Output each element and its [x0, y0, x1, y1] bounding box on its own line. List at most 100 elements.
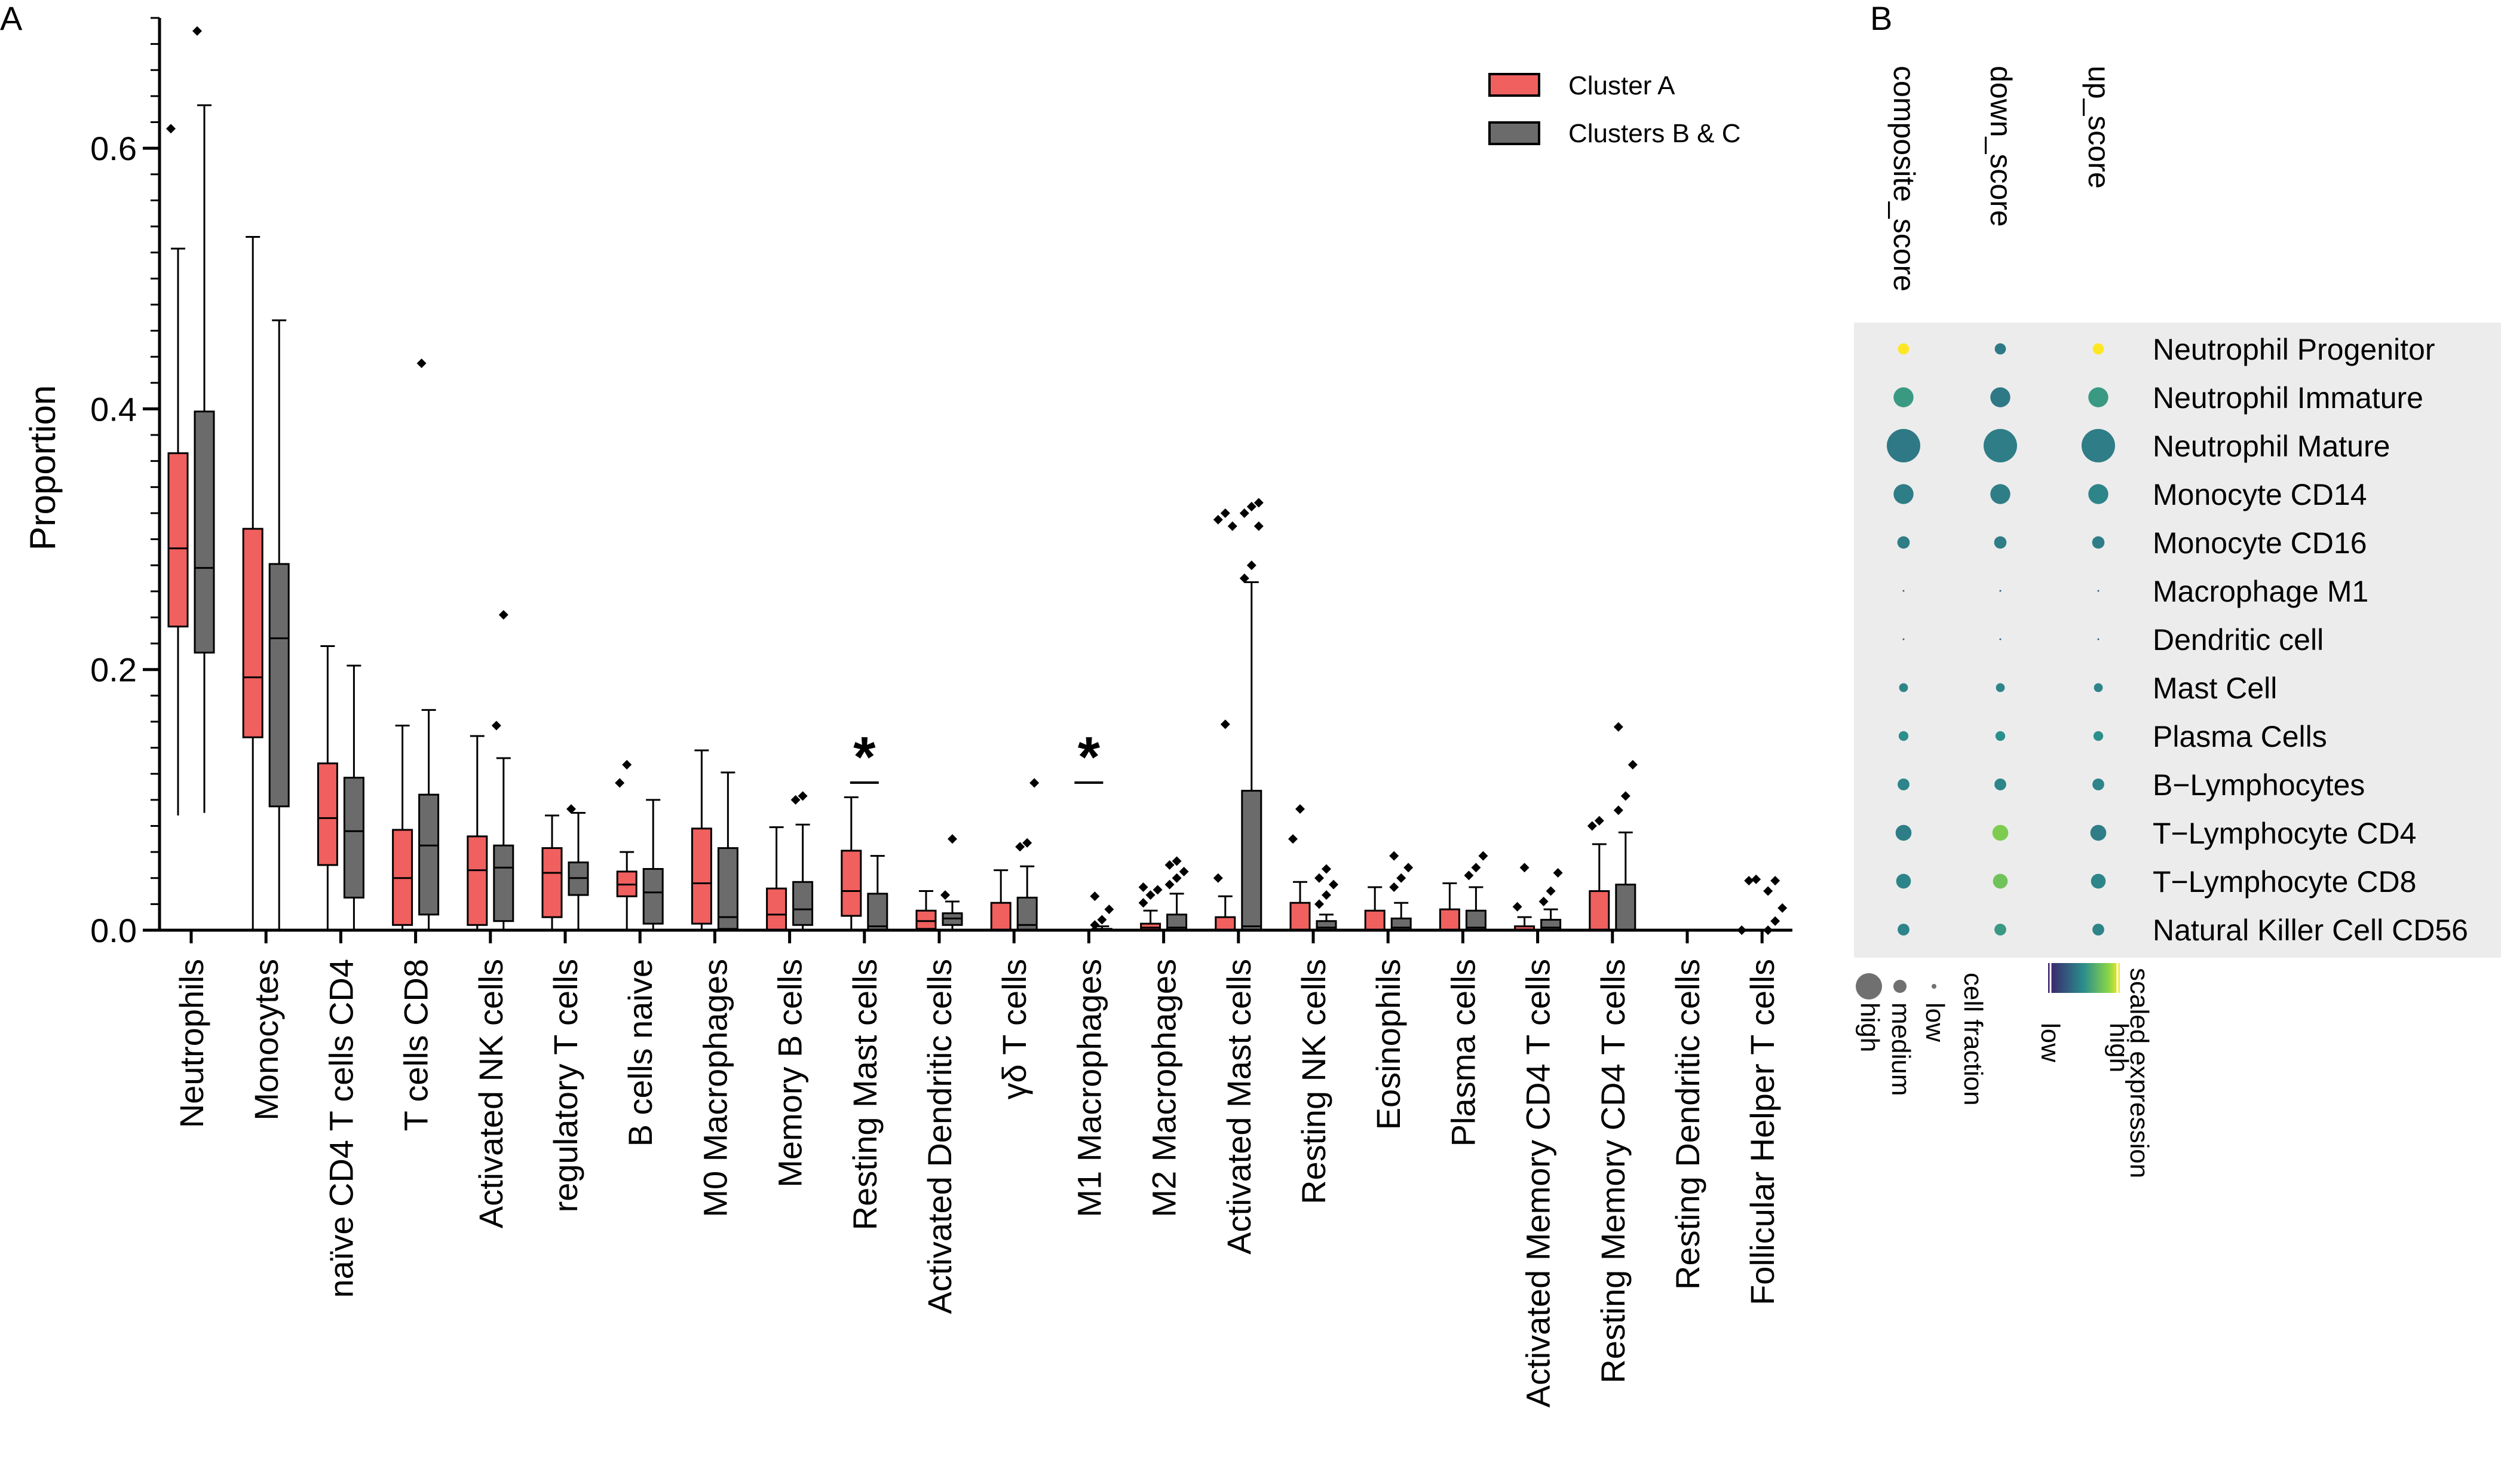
dot-t-lymphocyte-cd8-up-score	[2091, 873, 2106, 889]
row-label-natural-killer-cell-cd56: Natural Killer Cell CD56	[2153, 913, 2468, 947]
x-axis: Neutrophils Monocytes naïve CD4 T cells CD…	[160, 928, 1792, 1408]
box-monocytes-cluster-a	[242, 528, 263, 738]
outlier-activated-dendritic-cells-clusters-b-c	[948, 834, 957, 844]
outlier-activated-memory-cd4-t-cells-cluster-a	[1519, 863, 1530, 873]
x-tick-label-activated-dendritic-cells: Activated Dendritic cells	[921, 959, 958, 1314]
y-axis-label: Proportion	[23, 385, 63, 551]
legend-swatch-clusters-bc	[1488, 121, 1540, 145]
dot-monocyte-cd14-composite-score	[1893, 484, 1914, 504]
outlier-resting-nk-cells-clusters-b-c	[1314, 873, 1324, 883]
outlier-plasma-cells-clusters-b-c	[1471, 863, 1481, 873]
outlier-m1-macrophages-clusters-b-c	[1090, 920, 1100, 930]
outlier-activated-mast-cells-cluster-a	[1220, 719, 1230, 729]
color-legend-bar	[2048, 963, 2120, 993]
box-resting-mast-cells-clusters-b-c	[867, 893, 888, 931]
x-tick-label-t-cells: γδ T cells	[995, 959, 1033, 1100]
dot-monocyte-cd14-down-score	[1990, 484, 2010, 504]
outlier-neutrophils-clusters-b-c	[192, 26, 202, 36]
box-neutrophils-cluster-a	[167, 452, 189, 628]
outlier-neutrophils-cluster-a	[166, 124, 176, 134]
x-tick-label-m2-macrophages: M2 Macrophages	[1145, 959, 1183, 1218]
outlier-m2-macrophages-clusters-b-c	[1179, 866, 1189, 876]
outlier-activated-mast-cells-clusters-b-c	[1246, 560, 1256, 571]
box-eosinophils-cluster-a	[1364, 909, 1386, 931]
box-activated-mast-cells-cluster-a	[1215, 916, 1236, 931]
row-label-monocyte-cd16: Monocyte CD16	[2153, 526, 2367, 560]
row-label-dendritic-cell: Dendritic cell	[2153, 623, 2324, 657]
outlier-m2-macrophages-clusters-b-c	[1172, 856, 1182, 866]
outlier-resting-nk-cells-clusters-b-c	[1329, 879, 1338, 890]
row-label-macrophage-m1: Macrophage M1	[2153, 575, 2368, 608]
dot-natural-killer-cell-cd56-composite-score	[1898, 924, 1910, 936]
outlier-resting-nk-cells-cluster-a	[1295, 804, 1305, 814]
dot-b-lymphocytes-composite-score	[1898, 778, 1910, 790]
row-label-neutrophil-immature: Neutrophil Immature	[2153, 381, 2423, 415]
box-resting-mast-cells-cluster-a	[841, 850, 862, 917]
dot-neutrophil-mature-down-score	[1984, 429, 2017, 462]
x-tick-label-resting-memory-cd4-t-cells: Resting Memory CD4 T cells	[1594, 959, 1632, 1384]
dot-macrophage-m1-down-score	[1999, 590, 2002, 592]
outlier-activated-mast-cells-clusters-b-c	[1253, 498, 1264, 508]
outlier-follicular-helper-t-cells-cluster-a	[1744, 876, 1754, 886]
size-legend-low-label: low	[1920, 1002, 1950, 1042]
outlier-resting-nk-cells-clusters-b-c	[1322, 890, 1331, 900]
x-tick-label-m1-macrophages: M1 Macrophages	[1070, 959, 1108, 1218]
dot-monocyte-cd16-up-score	[2092, 536, 2105, 549]
outlier-eosinophils-clusters-b-c	[1389, 882, 1399, 893]
outlier-activated-mast-cells-cluster-a	[1227, 521, 1237, 531]
outlier-m2-macrophages-clusters-b-c	[1172, 873, 1182, 883]
outlier-resting-memory-cd4-t-cells-cluster-a	[1594, 815, 1604, 826]
color-legend-title: scaled expression	[2125, 968, 2154, 1178]
y-tick-label: 0.6	[90, 130, 137, 167]
row-label-neutrophil-progenitor: Neutrophil Progenitor	[2153, 333, 2435, 366]
size-legend-high-label: high	[1855, 1002, 1884, 1052]
outlier-m2-macrophages-cluster-a	[1145, 890, 1156, 900]
box-activated-dendritic-cells-cluster-a	[915, 909, 937, 930]
outlier-follicular-helper-t-cells-clusters-b-c	[1770, 876, 1780, 886]
y-tick-label: 0.2	[90, 651, 137, 689]
legend-swatch-cluster-a	[1488, 73, 1540, 97]
row-label-plasma-cells: Plasma Cells	[2153, 720, 2327, 753]
box-na-ve-cd4-t-cells-cd4-cluster-a	[317, 762, 338, 866]
outlier-activated-mast-cells-cluster-a	[1213, 514, 1223, 525]
row-label-monocyte-cd14: Monocyte CD14	[2153, 478, 2367, 511]
outlier-activated-memory-cd4-t-cells-clusters-b-c	[1538, 897, 1549, 907]
dot-t-lymphocyte-cd4-up-score	[2090, 824, 2107, 841]
column-label-down-score: down_score	[1984, 66, 2018, 227]
x-tick-label-resting-mast-cells: Resting Mast cells	[846, 959, 884, 1230]
x-tick-label-activated-nk-cells: Activated NK cells	[472, 959, 510, 1228]
dot-t-lymphocyte-cd8-composite-score	[1896, 873, 1911, 889]
dot-dendritic-cell-composite-score	[1902, 638, 1905, 640]
x-tick-label-regulatory-t-cells: regulatory T cells	[547, 959, 584, 1212]
row-label-t-lymphocyte-cd4: T−Lymphocyte CD4	[2153, 817, 2416, 850]
column-label-composite-score: composite_score	[1887, 66, 1921, 292]
outlier-b-cells-naive-cluster-a	[622, 759, 632, 769]
dot-neutrophil-progenitor-up-score	[2092, 343, 2104, 355]
dot-natural-killer-cell-cd56-down-score	[1994, 924, 2006, 936]
outlier-activated-memory-cd4-t-cells-clusters-b-c	[1546, 886, 1556, 896]
outlier-activated-mast-cells-cluster-a	[1220, 508, 1230, 518]
y-axis: 0.0 0.2 0.4 0.6	[90, 17, 161, 949]
outlier-activated-dendritic-cells-clusters-b-c	[940, 890, 950, 900]
column-labels: composite_score down_score up_score	[1887, 66, 2116, 292]
box-m0-macrophages-clusters-b-c	[717, 847, 738, 930]
outlier-activated-memory-cd4-t-cells-clusters-b-c	[1553, 868, 1563, 878]
x-tick-label-m0-macrophages: M0 Macrophages	[696, 959, 734, 1218]
color-legend-low-label: low	[2036, 1023, 2065, 1062]
dot-neutrophil-immature-down-score	[1990, 387, 2010, 407]
outlier-activated-mast-cells-clusters-b-c	[1253, 521, 1264, 531]
column-label-up-score: up_score	[2082, 66, 2116, 189]
box-m0-macrophages-cluster-a	[691, 827, 712, 925]
box-resting-memory-cd4-t-cells-cluster-a	[1589, 890, 1610, 931]
dot-neutrophil-immature-up-score	[2088, 387, 2108, 407]
dot-macrophage-m1-composite-score	[1902, 590, 1905, 592]
outlier-activated-mast-cells-clusters-b-c	[1246, 502, 1256, 512]
outlier-regulatory-t-cells-clusters-b-c	[566, 804, 576, 814]
color-legend: low high scaled expression	[2036, 963, 2154, 1178]
box-na-ve-cd4-t-cells-cd4-clusters-b-c	[343, 777, 364, 899]
outlier-m2-macrophages-clusters-b-c	[1164, 879, 1175, 890]
outlier-eosinophils-clusters-b-c	[1396, 873, 1406, 883]
panel-a-label: A	[0, 0, 23, 37]
dot-monocyte-cd16-down-score	[1994, 536, 2007, 549]
